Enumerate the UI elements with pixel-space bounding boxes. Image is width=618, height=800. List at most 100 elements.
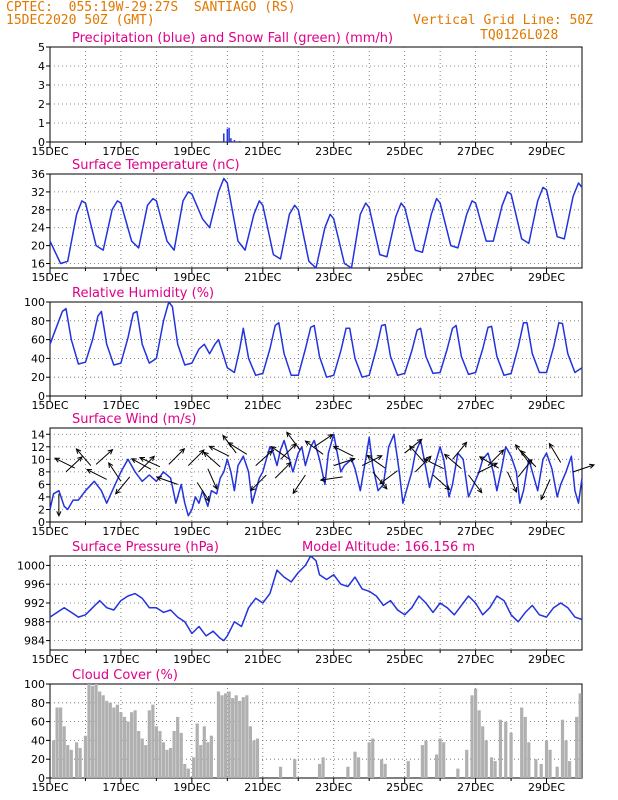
- wind-arrow: [333, 458, 355, 467]
- rh-xtick-label: 27DEC: [457, 399, 494, 412]
- cloud-ytick-label: 60: [31, 716, 45, 729]
- cloud-bar: [231, 698, 235, 778]
- wind-arrow: [187, 449, 205, 466]
- cloud-bar: [238, 700, 242, 778]
- precip-ytick-label: 0: [38, 136, 45, 149]
- wind-arrow: [139, 457, 161, 468]
- wind-arrow: [517, 459, 533, 478]
- temp-ytick-label: 16: [31, 258, 45, 271]
- pres-xtick-label: 21DEC: [244, 653, 281, 666]
- cloud-bar: [112, 707, 116, 778]
- precip-ytick-label: 5: [38, 41, 45, 54]
- temp-ytick-label: 32: [31, 186, 45, 199]
- cloud-bar: [209, 735, 213, 778]
- cloud-bar: [567, 761, 572, 778]
- wind-arrow: [507, 471, 517, 493]
- wind-arrow-head: [520, 449, 526, 456]
- cloud-bar: [83, 735, 88, 778]
- cloud-bar: [477, 710, 481, 778]
- cloud-bar: [527, 742, 531, 778]
- cloud-xtick-label: 27DEC: [457, 781, 494, 794]
- cloud-bar: [234, 695, 238, 778]
- cloud-ytick-label: 100: [24, 678, 45, 691]
- rh-xtick-label: 15DEC: [31, 399, 68, 412]
- cloud-bar: [560, 719, 565, 778]
- cloud-bar: [78, 747, 82, 778]
- cloud-bar: [578, 693, 582, 778]
- wind-xtick-label: 27DEC: [457, 525, 494, 538]
- cloud-bar: [278, 766, 283, 778]
- wind-arrow-head: [208, 445, 215, 451]
- cloud-bar: [176, 716, 180, 778]
- cloud-bar: [465, 749, 469, 778]
- rh-frame: [49, 301, 583, 397]
- wind-arrow: [520, 450, 537, 468]
- pres-ytick-label: 984: [24, 635, 45, 648]
- precip-bar: [228, 127, 230, 142]
- wind-arrow: [156, 476, 178, 485]
- cloud-bar: [539, 763, 543, 778]
- cloud-bar: [168, 747, 173, 778]
- wind-arrow: [286, 432, 301, 451]
- wind-arrow: [280, 443, 297, 460]
- wind-arrow-head: [86, 468, 93, 474]
- rh-ytick-label: 20: [31, 371, 45, 384]
- cloud-bar: [548, 749, 552, 778]
- cloud-bar: [420, 745, 424, 778]
- cloud-bar: [575, 716, 579, 778]
- wind-arrow: [361, 455, 383, 467]
- header-station: CPTEC: 055:19W-29:27S SANTIAGO (RS): [6, 0, 296, 15]
- pres-title: Surface Pressure (hPa): [72, 540, 219, 555]
- rh-ytick-label: 100: [24, 296, 45, 309]
- header-grid-info: Vertical Grid Line: 50Z: [413, 13, 594, 28]
- cloud-bar: [158, 731, 162, 778]
- wind-arrow-head: [514, 443, 521, 450]
- wind-arrow: [468, 474, 483, 493]
- cloud-bar: [321, 757, 325, 778]
- wind-arrow-head: [222, 434, 228, 441]
- precip-ytick-label: 3: [38, 79, 45, 92]
- cloud-bar: [353, 751, 357, 778]
- cloud-bar: [202, 726, 206, 778]
- header-run-date: 15DEC2020 50Z (GMT): [6, 13, 155, 28]
- wind-xtick-label: 17DEC: [102, 525, 139, 538]
- wind-arrow: [404, 438, 423, 454]
- wind-ytick-label: 10: [31, 453, 45, 466]
- cloud-bar: [564, 740, 568, 778]
- rh-xtick-label: 21DEC: [244, 399, 281, 412]
- cloud-bar: [523, 716, 527, 778]
- wind-arrow-head: [376, 455, 383, 461]
- wind-arrow-head: [425, 455, 432, 462]
- precip-xtick-label: 25DEC: [386, 145, 423, 158]
- wind-arrow-head: [77, 456, 83, 462]
- temp-ytick-label: 24: [31, 222, 45, 235]
- cloud-bar: [498, 719, 503, 778]
- temp-xtick-label: 15DEC: [31, 271, 68, 284]
- cloud-bar: [520, 707, 524, 778]
- precip-bar: [230, 138, 232, 142]
- wind-arrow: [227, 442, 248, 455]
- wind-arrow: [65, 456, 83, 473]
- wind-arrow-head: [443, 453, 450, 460]
- wind-arrow: [209, 445, 230, 457]
- pres-xtick-label: 17DEC: [102, 653, 139, 666]
- wind-arrow-head: [149, 455, 156, 462]
- cloud-bar: [438, 738, 442, 778]
- wind-arrow: [131, 458, 152, 470]
- cloud-bar: [192, 757, 196, 778]
- wind-arrow-head: [588, 463, 596, 469]
- precip-xtick-label: 29DEC: [528, 145, 565, 158]
- cloud-bar: [474, 688, 478, 778]
- precip-bar: [223, 133, 225, 142]
- wind-arrow: [444, 454, 462, 470]
- rh-ytick-label: 60: [31, 334, 45, 347]
- rh-xtick-label: 17DEC: [102, 399, 139, 412]
- cloud-bar: [356, 757, 361, 778]
- wind-xtick-label: 19DEC: [173, 525, 210, 538]
- precip-bar: [233, 140, 236, 142]
- wind-arrow-head: [202, 451, 209, 458]
- wind-arrow-head: [267, 450, 273, 456]
- cloud-bar: [122, 716, 127, 778]
- cloud-bar: [66, 745, 70, 778]
